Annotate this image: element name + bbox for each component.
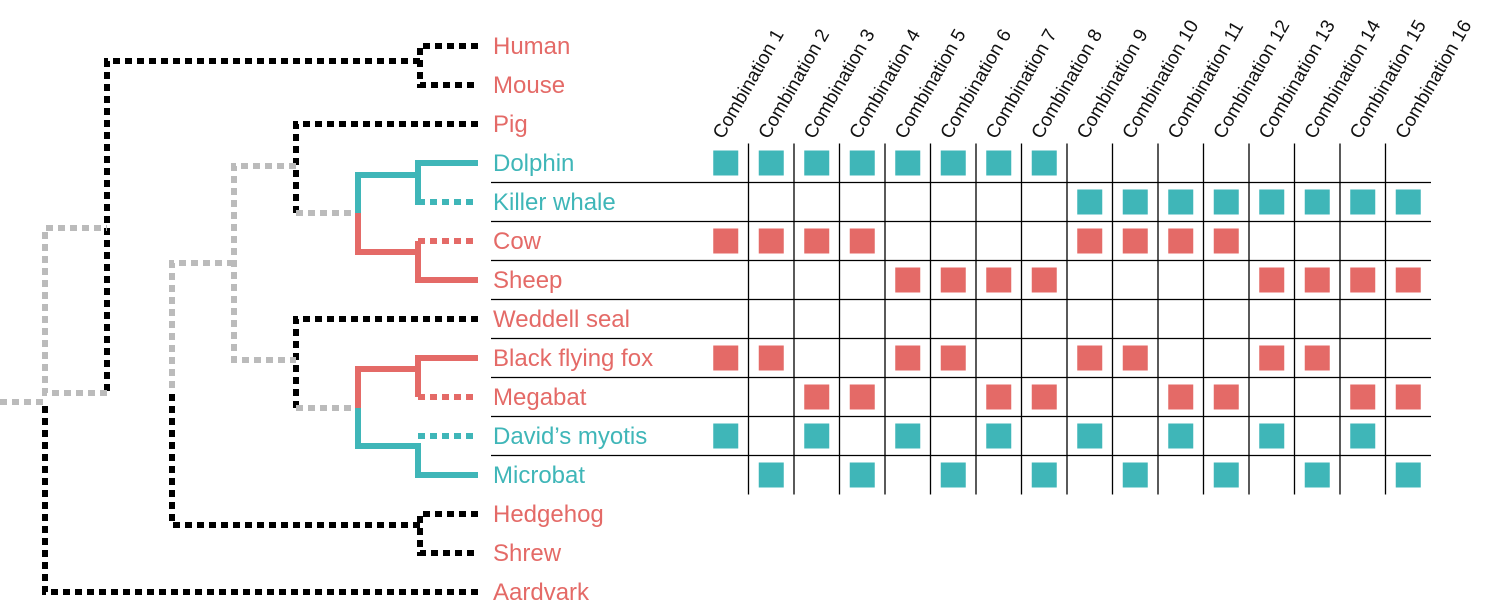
cell-killer-whale-combination-12 [1213,189,1239,215]
branch-killer-whale-stem [415,175,478,205]
cell-killer-whale-combination-10 [1122,189,1148,215]
taxon-label-weddell-seal: Weddell seal [493,306,630,333]
cell-black-flying-fox-combination-5 [895,345,921,371]
taxon-label-microbat: Microbat [493,462,585,489]
taxon-label-sheep: Sheep [493,267,562,294]
cell-microbat-combination-10 [1122,462,1148,488]
cell-sheep-combination-7 [986,267,1012,293]
cell-sheep-combination-6 [940,267,966,293]
cell-killer-whale-combination-15 [1350,189,1376,215]
branch-human-mouse [417,43,478,88]
taxon-label-killer-whale: Killer whale [493,189,616,216]
cell-megabat-combination-3 [804,384,830,410]
cell-david-s-myotis-combination-11 [1168,423,1194,449]
cell-cow-combination-10 [1122,228,1148,254]
cell-david-s-myotis-combination-3 [804,423,830,449]
cell-megabat-combination-7 [986,384,1012,410]
branch-hedgehog-shrew [417,511,478,556]
cell-sheep-combination-15 [1350,267,1376,293]
cell-microbat-combination-8 [1031,462,1057,488]
branch-microbat [355,408,478,478]
cell-david-s-myotis-combination-1 [713,423,739,449]
cell-microbat-combination-6 [940,462,966,488]
cell-killer-whale-combination-13 [1259,189,1285,215]
cell-cow-combination-2 [758,228,784,254]
cell-cow-combination-11 [1168,228,1194,254]
cell-black-flying-fox-combination-10 [1122,345,1148,371]
branch-scrotifera [231,163,296,363]
cell-black-flying-fox-combination-13 [1259,345,1285,371]
cell-cow-combination-12 [1213,228,1239,254]
cell-cow-combination-4 [849,228,875,254]
cell-dolphin-combination-7 [986,150,1012,176]
branch-weddell-seal [293,316,478,408]
cell-david-s-myotis-combination-7 [986,423,1012,449]
cell-dolphin-combination-8 [1031,150,1057,176]
branch-aardvark [42,402,478,595]
cell-sheep-combination-14 [1304,267,1330,293]
cell-david-s-myotis-combination-5 [895,423,921,449]
cell-cow-combination-9 [1077,228,1103,254]
taxon-label-megabat: Megabat [493,384,587,411]
cell-megabat-combination-8 [1031,384,1057,410]
cell-microbat-combination-14 [1304,462,1330,488]
taxon-labels: Human Mouse Pig Dolphin Killer whale Cow Sheep… [493,33,653,603]
branch-fereuungulata [169,260,234,393]
cell-killer-whale-combination-9 [1077,189,1103,215]
cell-microbat-combination-16 [1395,462,1421,488]
cell-dolphin-combination-5 [895,150,921,176]
taxon-label-black-flying-fox: Black flying fox [493,345,653,372]
taxon-label-mouse: Mouse [493,72,565,99]
cell-dolphin-combination-4 [849,150,875,176]
cell-sheep-combination-8 [1031,267,1057,293]
cell-megabat-combination-11 [1168,384,1194,410]
cell-cow-combination-3 [804,228,830,254]
cell-killer-whale-combination-16 [1395,189,1421,215]
cell-david-s-myotis-combination-9 [1077,423,1103,449]
cell-black-flying-fox-combination-2 [758,345,784,371]
cell-david-s-myotis-combination-15 [1350,423,1376,449]
cell-megabat-combination-16 [1395,384,1421,410]
cell-black-flying-fox-combination-9 [1077,345,1103,371]
branch-euarchontoglires [104,58,420,393]
cell-killer-whale-combination-11 [1168,189,1194,215]
cell-megabat-combination-15 [1350,384,1376,410]
taxon-label-dolphin: Dolphin [493,150,574,177]
taxon-label-david-s-myotis: David’s myotis [493,423,647,450]
cell-black-flying-fox-combination-6 [940,345,966,371]
cell-dolphin-combination-3 [804,150,830,176]
taxon-label-shrew: Shrew [493,540,562,567]
cell-megabat-combination-12 [1213,384,1239,410]
cell-black-flying-fox-combination-14 [1304,345,1330,371]
cell-microbat-combination-12 [1213,462,1239,488]
taxon-label-cow: Cow [493,228,542,255]
cell-black-flying-fox-combination-1 [713,345,739,371]
taxon-label-pig: Pig [493,111,528,138]
cell-killer-whale-combination-14 [1304,189,1330,215]
cell-cow-combination-1 [713,228,739,254]
combination-cells [713,150,1421,488]
branch-boreoeutheria [42,225,107,396]
branch-pig [293,121,478,213]
branch-eulipotyphla [169,393,420,528]
cell-sheep-combination-5 [895,267,921,293]
taxon-label-human: Human [493,33,570,60]
taxon-label-hedgehog: Hedgehog [493,501,604,528]
cell-megabat-combination-4 [849,384,875,410]
cell-sheep-combination-13 [1259,267,1285,293]
cell-microbat-combination-2 [758,462,784,488]
combination-grid [491,143,1431,495]
cell-david-s-myotis-combination-13 [1259,423,1285,449]
cell-dolphin-combination-6 [940,150,966,176]
cell-dolphin-combination-2 [758,150,784,176]
cell-dolphin-combination-1 [713,150,739,176]
cell-sheep-combination-16 [1395,267,1421,293]
phylogenetic-tree [0,43,478,595]
taxon-label-aardvark: Aardvark [493,579,590,603]
cell-microbat-combination-4 [849,462,875,488]
